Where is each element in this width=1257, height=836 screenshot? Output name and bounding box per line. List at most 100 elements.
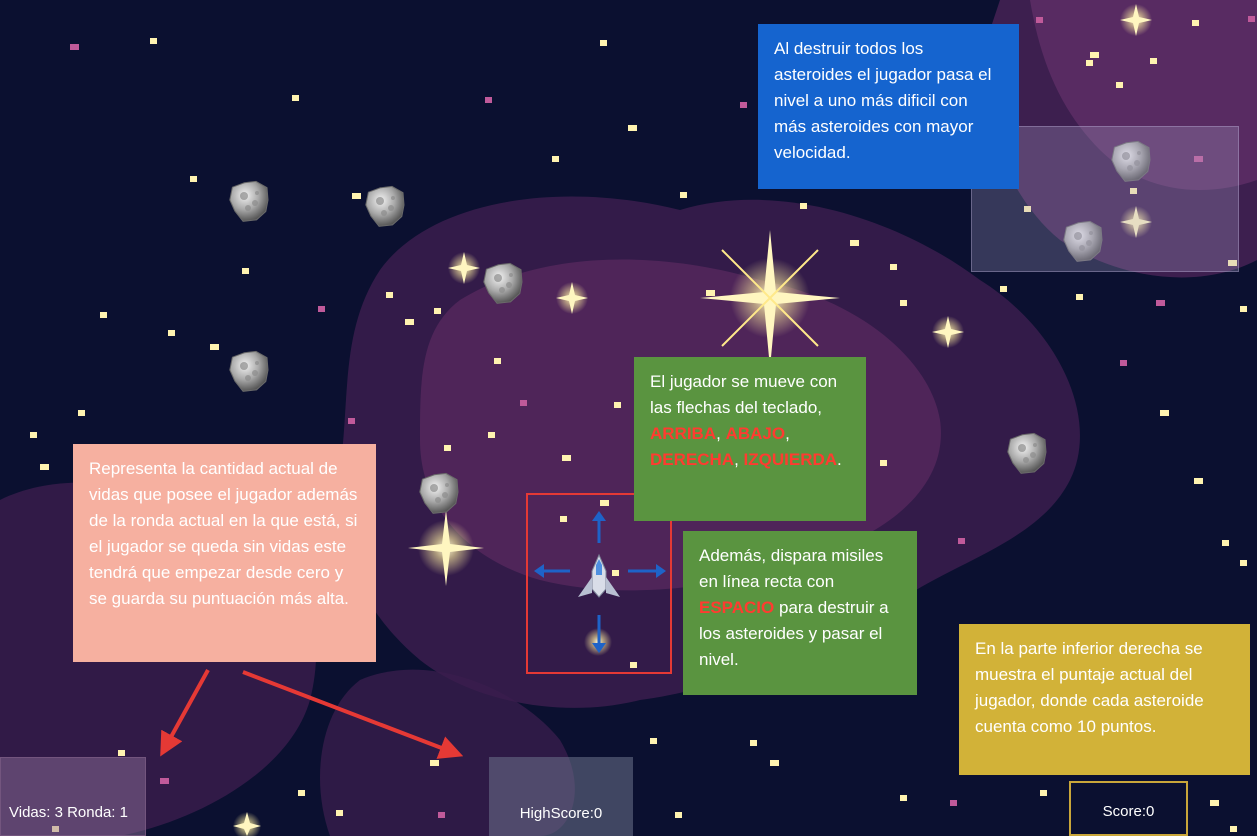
star-cross-5 [1120, 4, 1152, 36]
star-dot [348, 418, 355, 424]
arrow-right-icon [628, 564, 666, 578]
star-dot [1036, 17, 1043, 23]
star-dot [1116, 82, 1123, 88]
star-cross-1 [448, 252, 480, 284]
star-dot [30, 432, 37, 438]
sep-end: . [837, 450, 842, 469]
star-dot [630, 662, 637, 668]
star-dot [800, 203, 807, 209]
star-dot [298, 790, 305, 796]
key-right: DERECHA [650, 450, 735, 469]
star-cross-3 [932, 316, 964, 348]
star-dot [1228, 260, 1237, 266]
hud-lives-round: Vidas: 3 Ronda: 1 [0, 757, 146, 836]
star-dot [100, 312, 107, 318]
fire-rest: para destruir a los asteroides y pasar e… [699, 598, 889, 669]
star-dot [1086, 60, 1093, 66]
star-dot [900, 795, 907, 801]
star-dot [1194, 156, 1203, 162]
star-dot [1222, 540, 1229, 546]
star-dot [680, 192, 687, 198]
star-dot [485, 97, 492, 103]
star-dot [1156, 300, 1165, 306]
star-dot [628, 125, 637, 131]
star-dot [614, 402, 621, 408]
star-dot [430, 760, 439, 766]
star-dot [386, 292, 393, 298]
movement-intro: El jugador se mueve con las flechas del … [650, 372, 838, 417]
star-dot [950, 800, 957, 806]
star-dot [210, 344, 219, 350]
star-cross-4 [1120, 206, 1152, 238]
star-dot [190, 176, 197, 182]
arrow-left-icon [534, 564, 570, 578]
star-dot [1210, 800, 1219, 806]
note-next-level: Al destruir todos los asteroides el juga… [758, 24, 1019, 189]
background-stars [30, 16, 1255, 832]
asteroid-icon [229, 350, 269, 392]
star-dot [560, 516, 567, 522]
star-dot [444, 445, 451, 451]
score-text: Score:0 [1102, 803, 1155, 820]
star-cross-2 [556, 282, 588, 314]
star-dot [770, 760, 779, 766]
star-dot [650, 738, 657, 744]
star-dot [318, 306, 325, 312]
star-dot [336, 810, 343, 816]
star-dot [880, 460, 887, 466]
arrow-up-icon [592, 511, 606, 543]
fire-intro: Además, dispara misiles en línea recta c… [699, 546, 884, 591]
star-dot [958, 538, 965, 544]
asteroid-icon [1007, 432, 1047, 474]
star-dot [1130, 188, 1137, 194]
star-dot [160, 778, 169, 784]
star-dot [405, 319, 414, 325]
sep-3: , [734, 450, 739, 469]
star-dot [1120, 360, 1127, 366]
arrow-down-icon [592, 615, 606, 653]
star-dot [488, 432, 495, 438]
star-cross-6 [233, 812, 261, 836]
star-dot [1024, 206, 1031, 212]
star-dot [434, 308, 441, 314]
star-dot [1240, 306, 1247, 312]
star-dot [1160, 410, 1169, 416]
asteroid-icon [1063, 220, 1103, 262]
star-dot [600, 500, 609, 506]
star-dot [675, 812, 682, 818]
asteroid-icon [483, 262, 523, 304]
star-dot [70, 44, 79, 50]
player-controls [534, 511, 666, 653]
star-dot [352, 193, 361, 199]
key-down: ABAJO [725, 424, 786, 443]
asteroid-icon [229, 180, 269, 222]
star-dot [78, 410, 85, 416]
key-up: ARRIBA [650, 424, 717, 443]
asteroid-icon [365, 185, 405, 227]
player-highlight-box [526, 493, 672, 674]
star-dot [1192, 20, 1199, 26]
star-dot [520, 400, 527, 406]
star-dot [242, 268, 249, 274]
spaceship-icon [578, 553, 620, 598]
highscore-text: HighScore:0 [519, 805, 603, 822]
star-dot [740, 102, 747, 108]
star-dot [1090, 52, 1099, 58]
star-dot [552, 156, 559, 162]
note-lives-round: Representa la cantidad actual de vidas q… [73, 444, 376, 662]
key-left: IZQUIERDA [743, 450, 838, 469]
star-dot [1230, 826, 1237, 832]
star-dot [1248, 16, 1255, 22]
star-dot [118, 750, 125, 756]
star-dot [438, 812, 445, 818]
lives-round-text: Vidas: 3 Ronda: 1 [9, 804, 128, 821]
note-movement: El jugador se mueve con las flechas del … [634, 357, 866, 521]
star-dot [168, 330, 175, 336]
star-dot [150, 38, 157, 44]
big-star-center [700, 230, 840, 368]
big-star-left [408, 510, 484, 586]
star-dot [750, 740, 757, 746]
star-dot [40, 464, 49, 470]
star-dot [1076, 294, 1083, 300]
star-dot [850, 240, 859, 246]
